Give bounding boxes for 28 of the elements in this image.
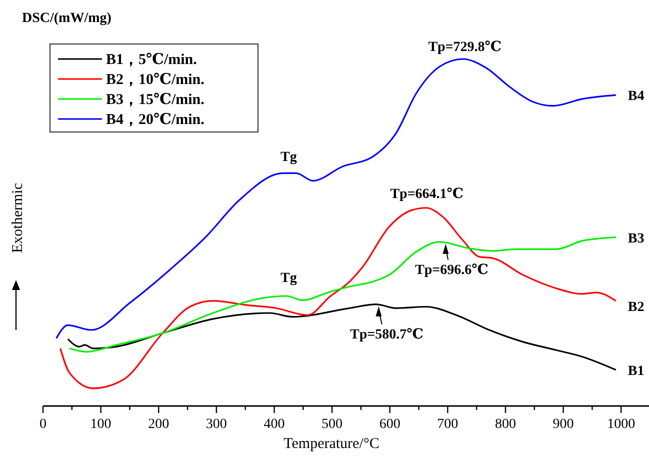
annotation: Tp=580.7℃ — [350, 327, 424, 342]
x-tick-label: 100 — [90, 417, 112, 432]
annotation: Tg — [280, 150, 297, 166]
annotation: Tp=696.6℃ — [415, 262, 489, 278]
annotation: B3 — [628, 231, 644, 246]
legend-label: B2，10℃/min. — [106, 72, 205, 88]
chart-title: DSC/(mW/mg) — [22, 11, 112, 26]
x-tick-label: 700 — [437, 417, 458, 432]
annotation: Tg — [280, 271, 297, 286]
x-axis-title: Temperature/°C — [284, 436, 380, 452]
x-tick-label: 300 — [206, 417, 227, 432]
y-axis-title: Exothermic — [10, 182, 26, 253]
legend-label: B3，15℃/min. — [106, 92, 205, 108]
x-tick-label: 500 — [322, 417, 343, 432]
x-tick-label: 0 — [40, 417, 46, 432]
legend-label: B1，5℃/min. — [106, 52, 198, 68]
legend-label: B4，20℃/min. — [106, 112, 205, 128]
x-tick-label: 200 — [148, 417, 170, 432]
annotation: B4 — [628, 89, 644, 104]
annotation: Tp=729.8℃ — [428, 40, 502, 55]
x-tick-label: 600 — [379, 417, 400, 432]
annotation: Tp=664.1℃ — [390, 186, 464, 202]
x-tick-label: 800 — [494, 417, 516, 432]
x-tick-label: 1000 — [607, 417, 636, 432]
x-tick-label: 900 — [552, 417, 574, 432]
x-tick-label: 400 — [264, 417, 285, 432]
annotation: B2 — [628, 300, 644, 315]
annotation: B1 — [628, 364, 644, 379]
